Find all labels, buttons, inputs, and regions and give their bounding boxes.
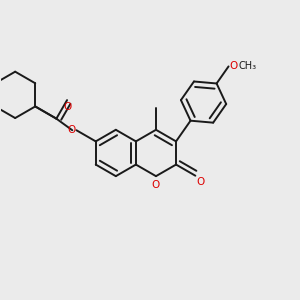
Text: O: O (67, 124, 75, 135)
Text: CH₃: CH₃ (238, 61, 256, 71)
Text: O: O (197, 178, 205, 188)
Text: O: O (63, 102, 71, 112)
Text: O: O (152, 180, 160, 190)
Text: O: O (230, 61, 238, 71)
